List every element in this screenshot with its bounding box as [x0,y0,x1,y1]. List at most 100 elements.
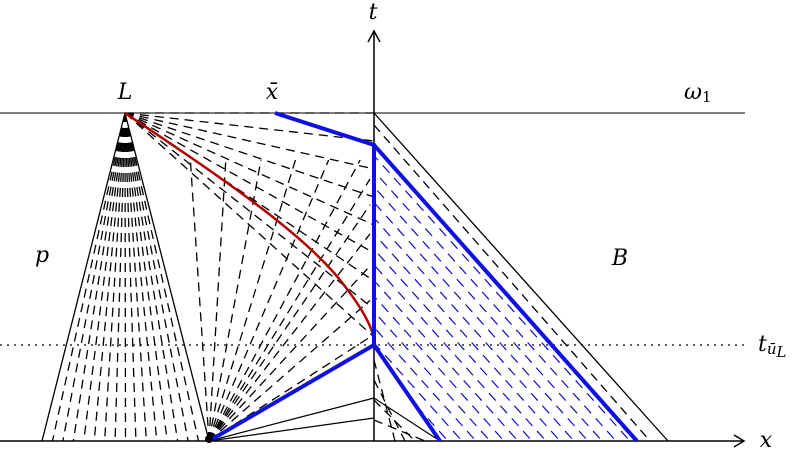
wave-line [208,417,375,442]
region-label: p [35,243,49,268]
label-base: t [758,332,767,357]
characteristic [124,112,375,198]
characteristic [724,140,805,441]
characteristic [401,145,637,441]
characteristic [124,112,375,338]
shock-line [373,112,669,442]
characteristic [208,159,361,442]
characteristic [62,113,126,441]
characteristic [373,379,406,442]
characteristic [555,145,637,441]
characteristic [541,145,637,441]
characteristic [443,145,637,441]
characteristic [374,145,407,441]
characteristic [93,113,126,441]
characteristic [374,145,379,441]
corner-dot [205,435,213,443]
characteristic [415,145,637,441]
blue-paths [207,111,639,443]
characteristic [374,145,477,441]
characteristic [208,300,371,442]
wave-line [373,397,441,442]
characteristic [682,140,805,441]
characteristic [696,140,805,441]
characteristic [124,112,375,170]
region-label: B [611,246,628,271]
label-subsub: L [776,343,787,361]
level-label: tūL [758,332,787,361]
characteristic [124,113,137,441]
blue-path [207,111,376,443]
fan-edge [124,112,210,442]
x-axis-label: x [760,428,773,452]
characteristic [738,140,805,441]
characteristic [124,113,148,441]
red-curve [124,111,376,341]
characteristic [124,113,168,441]
characteristic [374,145,631,441]
characteristic [83,113,126,441]
characteristic [752,140,805,441]
characteristic [387,145,637,441]
characteristic [51,113,126,441]
characteristic [373,124,651,442]
point-label: x̄ [266,80,279,105]
characteristic [124,113,158,441]
blue-path [372,343,442,443]
characteristic [766,140,805,441]
characteristic [374,145,463,441]
characteristic [611,145,637,441]
characteristic [710,140,805,441]
t-arrow [367,29,381,43]
region-label: ω1 [684,80,712,106]
characteristic [597,145,637,441]
characteristic [374,145,505,441]
label-base: ω [684,80,702,105]
point-label: L [117,80,133,105]
characteristic [208,204,371,442]
characteristic [124,112,375,142]
label-sub: ū [767,340,777,358]
characteristic [208,265,371,442]
characteristic [124,113,127,441]
characteristic [208,178,371,442]
wave-line [208,397,375,442]
characteristic [471,145,637,441]
characteristic [208,159,262,442]
characteristic [640,140,805,441]
characteristic [208,159,330,442]
characteristic [625,145,637,441]
x-arrow [733,434,746,448]
characteristic-group [374,140,805,441]
characteristic [527,145,637,441]
characteristic [124,113,200,441]
characteristic [374,145,561,441]
characteristic [208,233,371,442]
characteristic [569,145,637,441]
characteristic [374,145,589,441]
characteristic [457,145,637,441]
characteristic [189,159,210,442]
decorations [51,112,805,442]
characteristic-group [51,113,200,441]
characteristic [208,159,297,442]
characteristic [124,113,189,441]
t-axis-label: t [369,0,378,25]
characteristic [374,145,617,441]
characteristic [373,419,426,442]
characteristic [374,145,533,441]
characteristic [72,113,126,441]
characteristic [780,140,805,441]
characteristic [485,145,637,441]
characteristic [499,145,637,441]
characteristic [124,112,375,254]
characteristic [103,113,126,441]
characteristic [374,145,637,441]
characteristic [124,112,375,310]
fan-edge [41,112,126,442]
label-sub: 1 [702,88,712,106]
characteristic [654,140,805,441]
blue-path [372,143,639,443]
